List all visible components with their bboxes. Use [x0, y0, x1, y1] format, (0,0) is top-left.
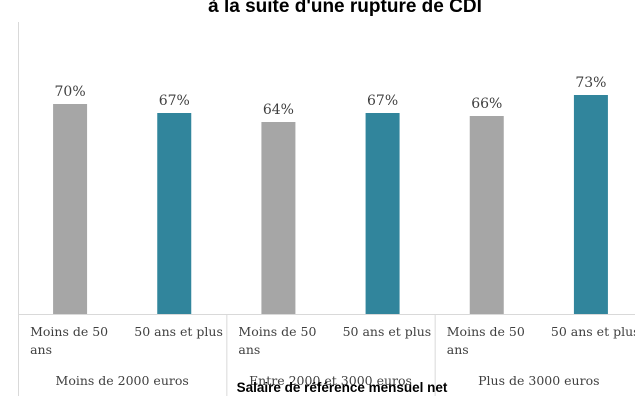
data-label: 70% — [55, 84, 86, 100]
bar — [53, 104, 88, 314]
category-label: ans — [30, 342, 52, 357]
group-label: Moins de 2000 euros — [56, 373, 189, 388]
data-label: 66% — [471, 96, 502, 112]
bar — [573, 95, 608, 314]
group-label: Plus de 3000 euros — [478, 373, 599, 388]
category-label: Moins de 50 — [238, 324, 316, 339]
bar — [469, 116, 504, 314]
bar — [261, 122, 296, 314]
category-label: ans — [238, 342, 260, 357]
chart-title: à la suite d'une rupture de CDI — [208, 0, 482, 17]
data-label: 67% — [367, 93, 398, 109]
data-label: 73% — [575, 75, 606, 91]
bar — [157, 113, 192, 314]
x-axis-label: Salaire de référence mensuel net — [237, 380, 448, 395]
bars-layer: 70% 67% 64% 67% 66% 73% — [53, 75, 608, 314]
category-axis: Moins de 50 ans 50 ans et plus Moins de 50 a… — [18, 314, 635, 396]
category-label: Moins de 50 — [447, 324, 525, 339]
bar — [365, 113, 400, 314]
group-label: Entre 2000 et 3000 euros — [249, 373, 412, 388]
category-label: Moins de 50 — [30, 324, 108, 339]
data-label: 64% — [263, 102, 294, 118]
data-label: 67% — [159, 93, 190, 109]
category-label: 50 ans et plus — [134, 324, 223, 339]
category-label: ans — [447, 342, 469, 357]
category-label: 50 ans et plus — [551, 324, 635, 339]
category-label: 50 ans et plus — [343, 324, 432, 339]
